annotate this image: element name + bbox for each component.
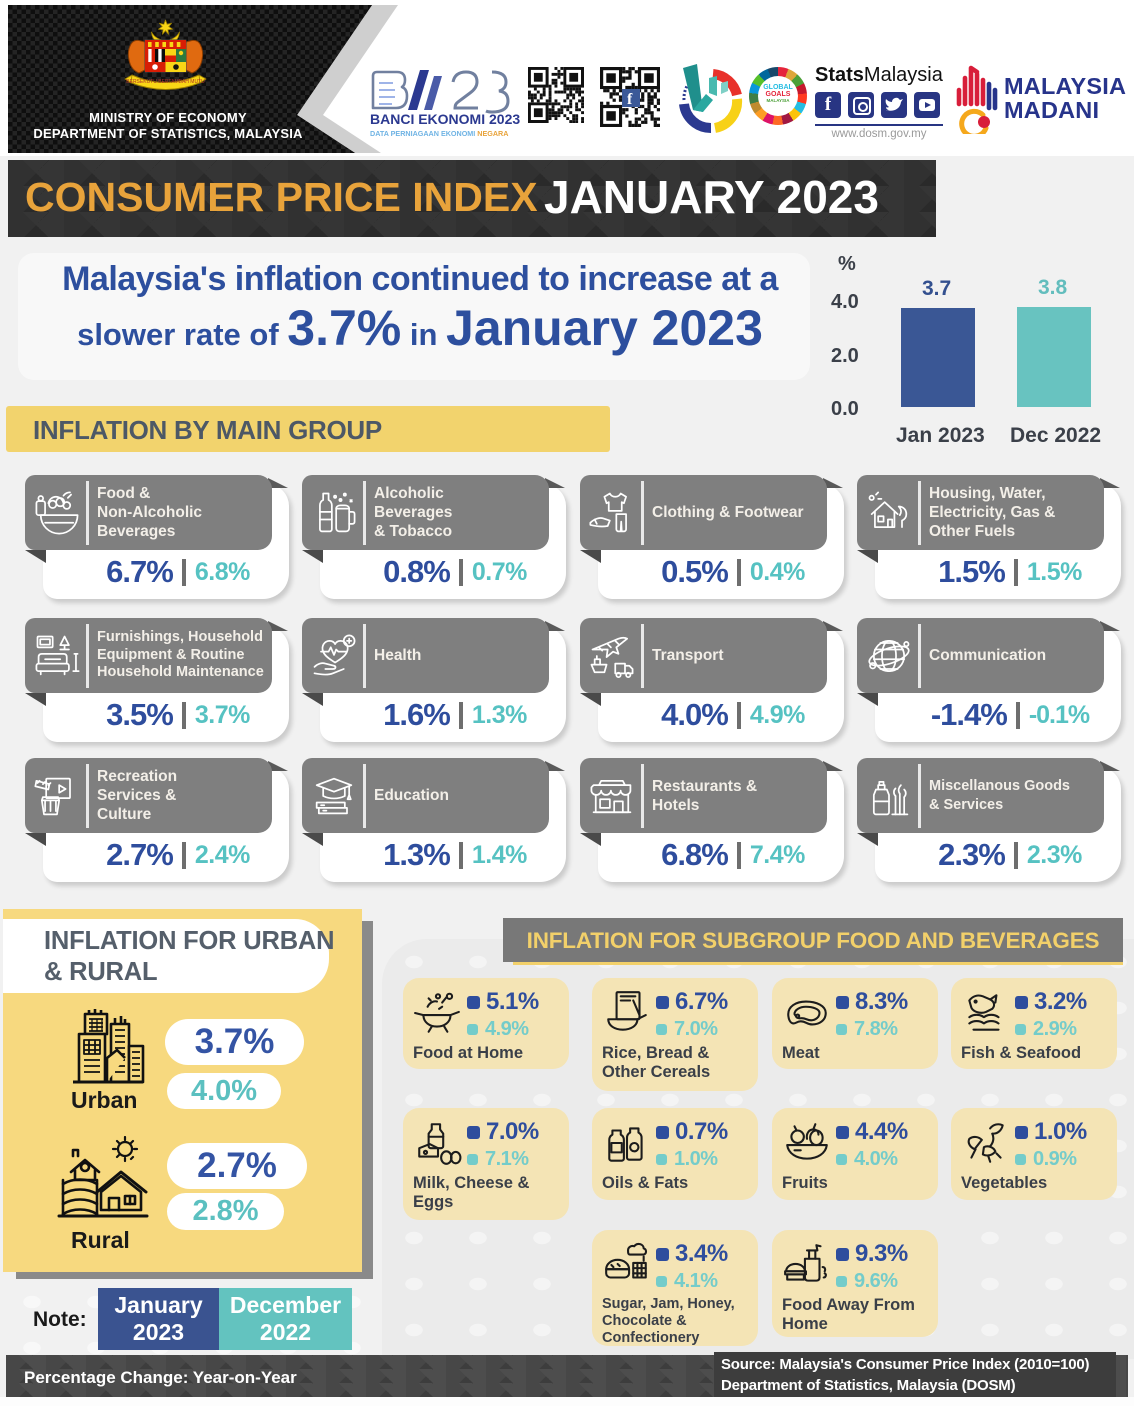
svg-text:BANCI EKONOMI 2023: BANCI EKONOMI 2023: [370, 111, 520, 127]
svg-text:DATA PERNIAGAAN EKONOMI NEGARA: DATA PERNIAGAAN EKONOMI NEGARA: [370, 129, 508, 138]
svg-text:BERSEKUTU BERTAMBAH MUTU: BERSEKUTU BERTAMBAH MUTU: [126, 79, 205, 85]
svg-text:f: f: [627, 91, 633, 108]
